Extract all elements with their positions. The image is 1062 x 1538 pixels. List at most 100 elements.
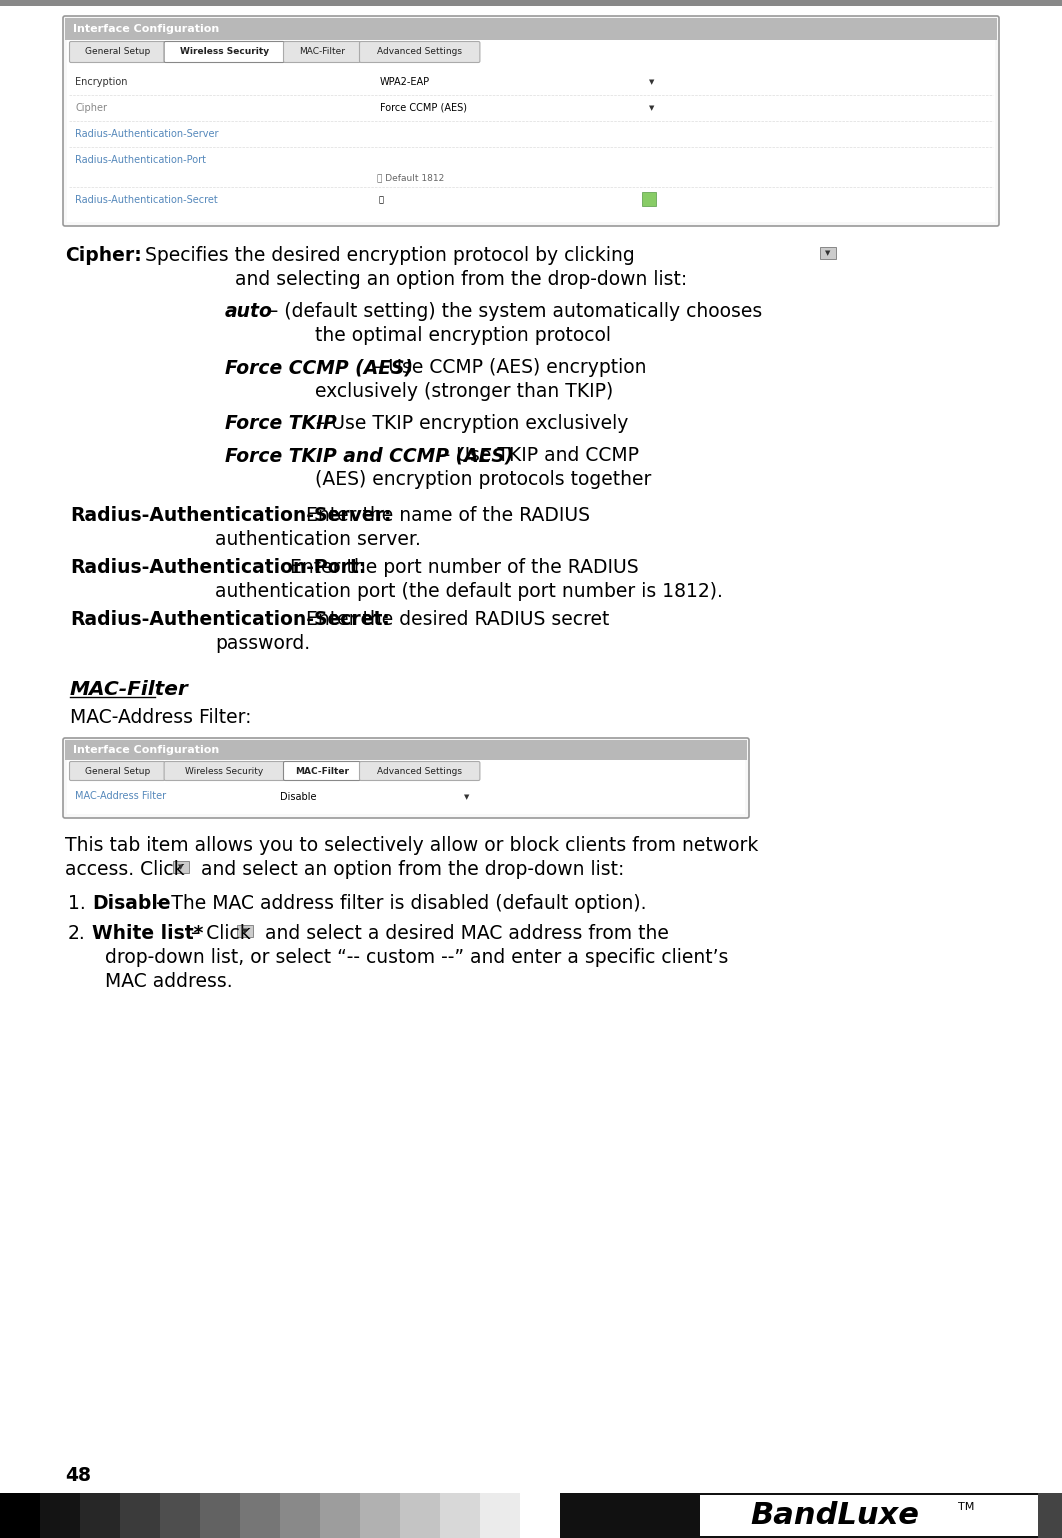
Text: Cipher: Cipher (75, 103, 107, 112)
Text: Enter the name of the RADIUS: Enter the name of the RADIUS (288, 506, 589, 524)
Text: Disable: Disable (280, 792, 316, 801)
Text: the optimal encryption protocol: the optimal encryption protocol (315, 326, 611, 345)
Bar (65, 18, 997, 40)
Text: exclusively (stronger than TKIP): exclusively (stronger than TKIP) (315, 381, 613, 401)
FancyBboxPatch shape (173, 861, 189, 874)
FancyBboxPatch shape (63, 15, 999, 226)
FancyBboxPatch shape (63, 738, 749, 818)
FancyBboxPatch shape (375, 151, 660, 171)
Text: Radius-Authentication-Secret:: Radius-Authentication-Secret: (70, 611, 390, 629)
Text: Wireless Security: Wireless Security (185, 766, 263, 775)
Text: ▼: ▼ (649, 78, 654, 85)
Text: Radius-Authentication-Port:: Radius-Authentication-Port: (70, 558, 366, 577)
FancyBboxPatch shape (644, 98, 660, 118)
Bar (1038, 1493, 1062, 1538)
Bar (0, 1493, 1062, 1538)
Bar (320, 1493, 360, 1538)
Text: 48: 48 (65, 1466, 91, 1486)
Text: Wireless Security: Wireless Security (179, 48, 269, 57)
Text: – Click: – Click (185, 924, 251, 943)
Text: MAC-Filter: MAC-Filter (70, 680, 189, 698)
Text: ▼: ▼ (242, 927, 247, 934)
Text: Interface Configuration: Interface Configuration (73, 744, 219, 755)
FancyBboxPatch shape (237, 924, 253, 937)
FancyBboxPatch shape (375, 72, 660, 92)
Text: TM: TM (958, 1503, 974, 1512)
Text: drop-down list, or select “-- custom --” and enter a specific client’s: drop-down list, or select “-- custom --”… (105, 947, 729, 967)
Bar (240, 1493, 280, 1538)
Text: ▼: ▼ (825, 251, 830, 255)
Bar (360, 1493, 400, 1538)
Bar (65, 740, 747, 760)
Text: MAC-Address Filter: MAC-Address Filter (75, 791, 166, 801)
FancyBboxPatch shape (360, 42, 480, 63)
Text: authentication port (the default port number is 1812).: authentication port (the default port nu… (215, 581, 723, 601)
Text: WPA2-EAP: WPA2-EAP (380, 77, 430, 88)
Text: Interface Configuration: Interface Configuration (73, 25, 219, 34)
Text: BandLuxe: BandLuxe (750, 1501, 919, 1530)
FancyBboxPatch shape (69, 761, 165, 780)
Bar (67, 40, 995, 221)
Text: – Use TKIP encryption exclusively: – Use TKIP encryption exclusively (310, 414, 629, 434)
Text: Force TKIP and CCMP (AES): Force TKIP and CCMP (AES) (225, 446, 514, 464)
Text: Radius-Authentication-Port: Radius-Authentication-Port (75, 155, 206, 165)
Text: MAC-Filter: MAC-Filter (299, 48, 345, 57)
FancyBboxPatch shape (459, 787, 475, 807)
Bar (400, 1493, 440, 1538)
Text: General Setup: General Setup (85, 766, 150, 775)
Text: Encryption: Encryption (75, 77, 127, 88)
Text: Enter the desired RADIUS secret: Enter the desired RADIUS secret (288, 611, 609, 629)
Text: Enter the port number of the RADIUS: Enter the port number of the RADIUS (273, 558, 639, 577)
Text: This tab item allows you to selectively allow or block clients from network: This tab item allows you to selectively … (65, 837, 758, 855)
FancyBboxPatch shape (375, 98, 660, 118)
Text: ⓘ Default 1812: ⓘ Default 1812 (377, 172, 444, 181)
Text: General Setup: General Setup (85, 48, 150, 57)
Text: MAC address.: MAC address. (105, 972, 233, 990)
Text: ▼: ▼ (649, 105, 654, 111)
Text: password.: password. (215, 634, 310, 654)
FancyBboxPatch shape (165, 42, 285, 63)
FancyBboxPatch shape (644, 72, 660, 92)
Text: access. Click: access. Click (65, 860, 185, 880)
Bar (120, 1493, 160, 1538)
Bar (0, 0, 1062, 6)
Text: authentication server.: authentication server. (215, 531, 421, 549)
Bar (700, 1495, 1040, 1536)
Text: 1.: 1. (68, 894, 86, 914)
Bar (200, 1493, 240, 1538)
Text: Force CCMP (AES): Force CCMP (AES) (225, 358, 413, 377)
FancyBboxPatch shape (69, 42, 165, 63)
Text: (AES) encryption protocols together: (AES) encryption protocols together (315, 471, 651, 489)
Text: Advanced Settings: Advanced Settings (377, 766, 462, 775)
FancyBboxPatch shape (360, 761, 480, 780)
Text: Cipher:: Cipher: (65, 246, 141, 265)
Text: auto: auto (225, 301, 273, 321)
Bar (440, 1493, 480, 1538)
Text: – The MAC address filter is disabled (default option).: – The MAC address filter is disabled (de… (150, 894, 647, 914)
Text: – Use CCMP (AES) encryption: – Use CCMP (AES) encryption (367, 358, 647, 377)
Text: and select a desired MAC address from the: and select a desired MAC address from th… (259, 924, 669, 943)
FancyBboxPatch shape (284, 761, 360, 780)
Text: MAC-Filter: MAC-Filter (295, 766, 349, 775)
Bar (480, 1493, 520, 1538)
Text: and selecting an option from the drop-down list:: and selecting an option from the drop-do… (235, 271, 687, 289)
Text: Radius-Authentication-Server:: Radius-Authentication-Server: (70, 506, 392, 524)
Bar (40, 1493, 80, 1538)
Bar (280, 1493, 320, 1538)
Text: – Use TKIP and CCMP: – Use TKIP and CCMP (435, 446, 639, 464)
FancyBboxPatch shape (375, 191, 638, 211)
Text: 2.: 2. (68, 924, 86, 943)
Bar (80, 1493, 120, 1538)
Text: ▼: ▼ (178, 864, 184, 871)
Text: Specifies the desired encryption protocol by clicking: Specifies the desired encryption protoco… (127, 246, 635, 265)
Bar (520, 1493, 560, 1538)
Text: Radius-Authentication-Server: Radius-Authentication-Server (75, 129, 219, 138)
Bar (160, 1493, 200, 1538)
Text: 🔑: 🔑 (379, 195, 384, 205)
Bar (0, 1493, 40, 1538)
FancyBboxPatch shape (643, 192, 656, 206)
Bar (67, 760, 746, 814)
FancyBboxPatch shape (284, 42, 360, 63)
Text: Force TKIP: Force TKIP (225, 414, 337, 434)
Text: White list*: White list* (92, 924, 204, 943)
